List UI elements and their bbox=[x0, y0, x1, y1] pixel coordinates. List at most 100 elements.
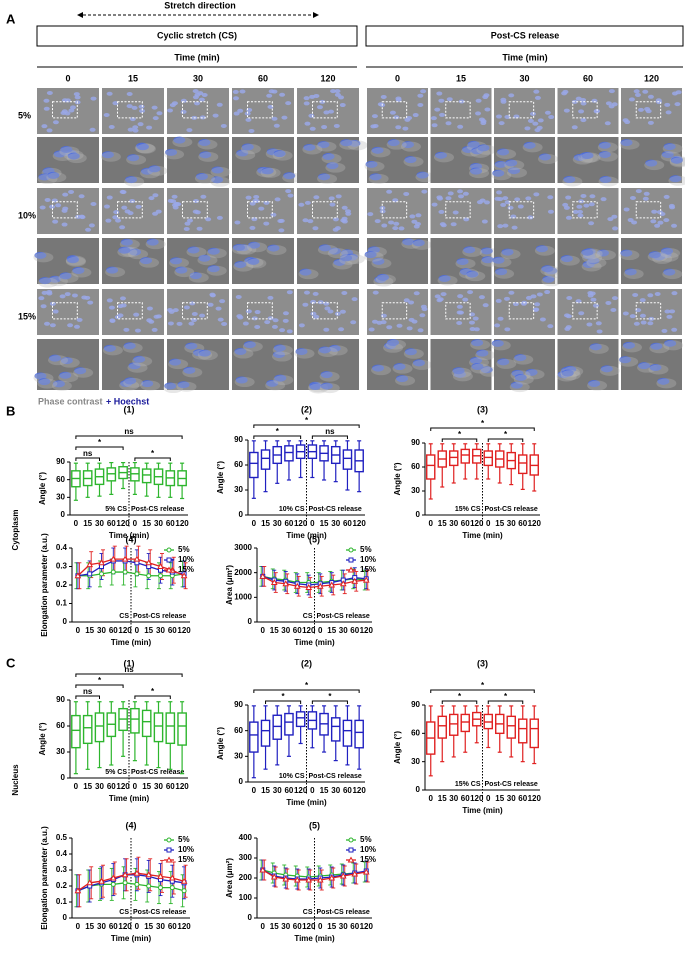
y-tick-label: 90 bbox=[234, 435, 243, 444]
cell bbox=[376, 273, 389, 281]
cell bbox=[457, 294, 464, 299]
cell-body bbox=[302, 144, 323, 155]
x-tick-label: 0 bbox=[252, 519, 257, 528]
cell bbox=[198, 139, 211, 147]
cell bbox=[510, 214, 517, 219]
significance-label: * bbox=[98, 676, 102, 685]
cell bbox=[90, 201, 97, 206]
x-tick-label: 30 bbox=[331, 786, 340, 795]
cell bbox=[494, 323, 501, 328]
x-tick-label: 15 bbox=[144, 626, 153, 635]
annotation: 10% CS bbox=[279, 773, 305, 780]
cell bbox=[547, 209, 554, 214]
cell bbox=[372, 123, 379, 128]
x-tick-label: 15 bbox=[438, 794, 447, 803]
cell bbox=[517, 204, 524, 209]
cell bbox=[120, 303, 127, 308]
chart-label: (5) bbox=[309, 534, 320, 544]
cell bbox=[278, 218, 285, 223]
y-tick-label: 100 bbox=[239, 893, 253, 902]
cell bbox=[431, 202, 438, 207]
y-tick-label: 60 bbox=[56, 721, 65, 730]
box bbox=[249, 721, 259, 753]
cell-body bbox=[182, 367, 203, 378]
x-tick-label: 30 bbox=[281, 626, 290, 635]
micrographs bbox=[33, 88, 685, 394]
cell bbox=[189, 301, 196, 306]
series-line bbox=[262, 575, 367, 586]
x-tick-label: 15 bbox=[495, 794, 504, 803]
x-axis-label: Time (min) bbox=[109, 794, 150, 803]
cell bbox=[52, 309, 59, 314]
cell-body bbox=[411, 239, 432, 250]
cell bbox=[404, 156, 417, 164]
legend-label: 10% bbox=[360, 845, 376, 854]
cell bbox=[497, 197, 504, 202]
x-tick-label: 30 bbox=[156, 626, 165, 635]
column-label: 0 bbox=[65, 73, 70, 83]
section-label: Cytoplasm bbox=[11, 510, 20, 551]
cell bbox=[547, 324, 554, 329]
cell bbox=[607, 217, 614, 222]
cell bbox=[67, 152, 80, 160]
significance-bracket bbox=[75, 684, 124, 688]
cell bbox=[270, 212, 277, 217]
cell bbox=[645, 109, 652, 114]
marker bbox=[110, 881, 116, 887]
y-tick-label: 0.1 bbox=[56, 897, 68, 906]
cell-body bbox=[513, 354, 534, 365]
cell bbox=[271, 324, 278, 329]
cell bbox=[393, 363, 406, 371]
cell-body bbox=[522, 142, 543, 153]
cell bbox=[650, 342, 663, 350]
cell bbox=[242, 321, 249, 326]
cell bbox=[647, 94, 654, 99]
cell bbox=[221, 321, 228, 326]
cell-body bbox=[128, 249, 149, 260]
marker bbox=[293, 876, 301, 883]
marker bbox=[259, 572, 267, 579]
zoom-box bbox=[117, 302, 143, 320]
box bbox=[437, 715, 447, 739]
series-line bbox=[77, 872, 185, 892]
cell bbox=[472, 316, 479, 321]
cell bbox=[211, 176, 224, 184]
column-label: 30 bbox=[519, 73, 529, 83]
zoom-box bbox=[247, 201, 273, 219]
cell bbox=[44, 321, 51, 326]
cell bbox=[329, 202, 336, 207]
cell bbox=[533, 89, 540, 94]
cell bbox=[183, 226, 190, 231]
cell-body bbox=[494, 268, 515, 279]
zoom-box bbox=[117, 101, 143, 119]
cell bbox=[634, 92, 641, 97]
cell-body bbox=[265, 380, 286, 391]
box bbox=[330, 717, 341, 742]
x-tick-label: 30 bbox=[507, 794, 516, 803]
box bbox=[284, 712, 294, 736]
cell bbox=[647, 321, 654, 326]
cell-body bbox=[580, 249, 601, 260]
box bbox=[426, 454, 436, 480]
cell bbox=[469, 356, 482, 364]
annotation: Post-CS release bbox=[317, 909, 370, 916]
cell bbox=[561, 369, 574, 377]
x-axis-label: Time (min) bbox=[286, 531, 327, 540]
cell bbox=[450, 222, 457, 227]
cell bbox=[38, 296, 45, 301]
panel-label: B bbox=[6, 403, 15, 418]
cell bbox=[475, 111, 482, 116]
cell bbox=[629, 314, 636, 319]
cell bbox=[68, 108, 75, 113]
cell bbox=[55, 203, 62, 208]
cell bbox=[274, 197, 281, 202]
cell bbox=[620, 139, 633, 147]
zoom-box bbox=[572, 201, 598, 219]
cell bbox=[563, 205, 570, 210]
cell bbox=[165, 148, 178, 156]
cell bbox=[377, 102, 384, 107]
cell bbox=[236, 149, 249, 157]
cell-body bbox=[102, 345, 123, 356]
cell bbox=[497, 148, 510, 156]
cell-body bbox=[587, 380, 608, 391]
